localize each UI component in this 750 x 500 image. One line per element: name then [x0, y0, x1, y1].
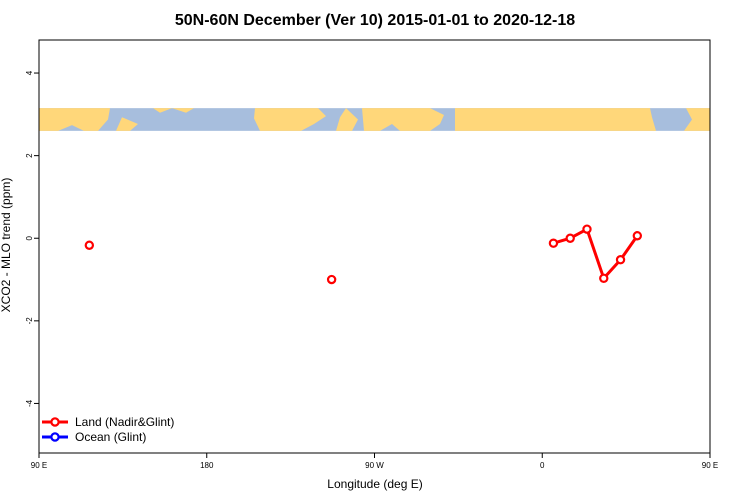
x-tick-label: 90 E — [31, 461, 47, 470]
y-axis-label: XCO2 - MLO trend (ppm) — [0, 178, 13, 313]
plot-area — [39, 108, 710, 285]
data-point — [599, 273, 609, 284]
x-tick-label: 90 E — [702, 461, 718, 470]
y-axis: 4 2 0 -2 -4 — [25, 70, 39, 407]
legend-ocean-label: Ocean (Glint) — [75, 430, 146, 444]
x-tick-label: 90 W — [365, 461, 384, 470]
y-tick-label: -2 — [25, 317, 34, 325]
data-point — [565, 233, 575, 243]
map-strip-land — [153, 108, 194, 113]
x-tick-label: 0 — [540, 461, 545, 470]
y-tick-label: 4 — [25, 70, 34, 75]
data-point — [548, 238, 559, 248]
x-axis: 90 E 180 90 W 0 90 E — [31, 453, 718, 470]
map-strip-land — [39, 108, 110, 131]
plot-frame — [38, 39, 711, 454]
legend-land-marker — [50, 417, 60, 427]
map-strip-land — [116, 117, 138, 131]
data-point — [84, 240, 95, 250]
chart-title: 50N-60N December (Ver 10) 2015-01-01 to … — [175, 12, 575, 29]
map-strip-land — [684, 108, 710, 131]
data-point — [632, 231, 643, 241]
map-strip-land — [362, 108, 444, 131]
legend-land-label: Land (Nadir&Glint) — [75, 415, 174, 429]
data-point — [326, 274, 337, 285]
data-point — [615, 255, 626, 265]
legend-ocean-marker — [50, 432, 60, 442]
x-axis-label: Longitude (deg E) — [327, 477, 422, 491]
x-tick-label: 180 — [200, 461, 214, 470]
data-point — [582, 224, 592, 234]
map-strip-land — [455, 108, 656, 131]
map-strip-land — [336, 108, 358, 131]
map-strip-land — [254, 108, 326, 131]
y-tick-label: 0 — [25, 235, 34, 240]
y-tick-label: 2 — [25, 153, 34, 158]
legend: Land (Nadir&Glint) Ocean (Glint) — [42, 415, 174, 444]
y-tick-label: -4 — [25, 399, 34, 407]
